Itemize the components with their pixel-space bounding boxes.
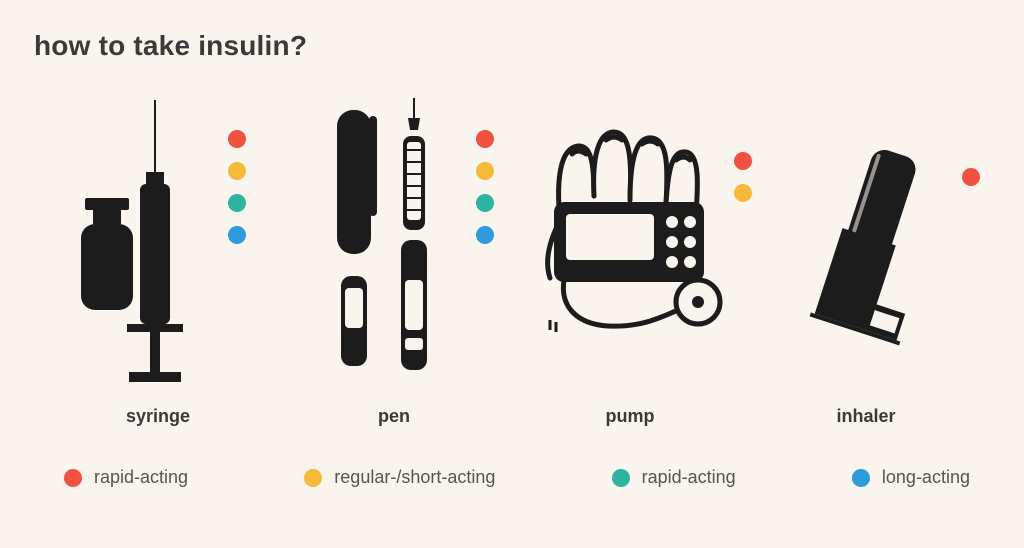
inhaler-dots xyxy=(962,168,980,186)
legend-dot-1 xyxy=(304,469,322,487)
legend-dot-2 xyxy=(612,469,630,487)
pen-dots xyxy=(476,130,494,244)
syringe-art-wrap xyxy=(40,80,276,400)
legend-label-0: rapid-acting xyxy=(94,467,188,488)
legend-dot-0 xyxy=(64,469,82,487)
method-syringe: syringe xyxy=(40,80,276,427)
infographic-canvas: how to take insulin? xyxy=(0,0,1024,548)
legend-item-0: rapid-acting xyxy=(64,467,188,488)
legend-item-1: regular-/short-acting xyxy=(304,467,495,488)
inhaler-dot-red xyxy=(962,168,980,186)
method-pen: pen xyxy=(276,80,512,427)
pen-dot-blue xyxy=(476,226,494,244)
pump-label: pump xyxy=(606,406,655,427)
pen-dot-red xyxy=(476,130,494,148)
methods-row: syringe xyxy=(34,80,990,427)
inhaler-label: inhaler xyxy=(836,406,895,427)
legend-item-3: long-acting xyxy=(852,467,970,488)
pump-icon xyxy=(520,110,740,370)
pen-art-wrap xyxy=(276,80,512,400)
pen-label: pen xyxy=(378,406,410,427)
syringe-label: syringe xyxy=(126,406,190,427)
legend-label-2: rapid-acting xyxy=(642,467,736,488)
syringe-icon xyxy=(73,90,243,390)
pen-icon xyxy=(309,90,479,390)
page-title: how to take insulin? xyxy=(34,30,990,62)
pen-dot-yellow xyxy=(476,162,494,180)
method-inhaler: inhaler xyxy=(748,80,984,427)
legend-item-2: rapid-acting xyxy=(612,467,736,488)
legend-row: rapid-acting regular-/short-acting rapid… xyxy=(34,467,990,488)
legend-label-3: long-acting xyxy=(882,467,970,488)
inhaler-icon xyxy=(776,130,956,350)
legend-dot-3 xyxy=(852,469,870,487)
legend-label-1: regular-/short-acting xyxy=(334,467,495,488)
pump-art-wrap xyxy=(512,80,748,400)
syringe-dots xyxy=(228,130,246,244)
syringe-dot-yellow xyxy=(228,162,246,180)
pen-dot-teal xyxy=(476,194,494,212)
syringe-dot-red xyxy=(228,130,246,148)
syringe-dot-blue xyxy=(228,226,246,244)
method-pump: pump xyxy=(512,80,748,427)
inhaler-art-wrap xyxy=(748,80,984,400)
syringe-dot-teal xyxy=(228,194,246,212)
